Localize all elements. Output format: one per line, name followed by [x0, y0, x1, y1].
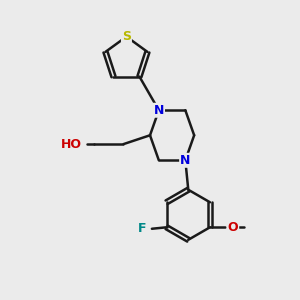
Text: HO: HO: [60, 138, 81, 151]
Text: N: N: [154, 104, 164, 117]
Text: N: N: [180, 154, 190, 167]
Text: O: O: [228, 221, 238, 234]
Text: S: S: [122, 30, 131, 43]
Text: F: F: [138, 222, 147, 235]
